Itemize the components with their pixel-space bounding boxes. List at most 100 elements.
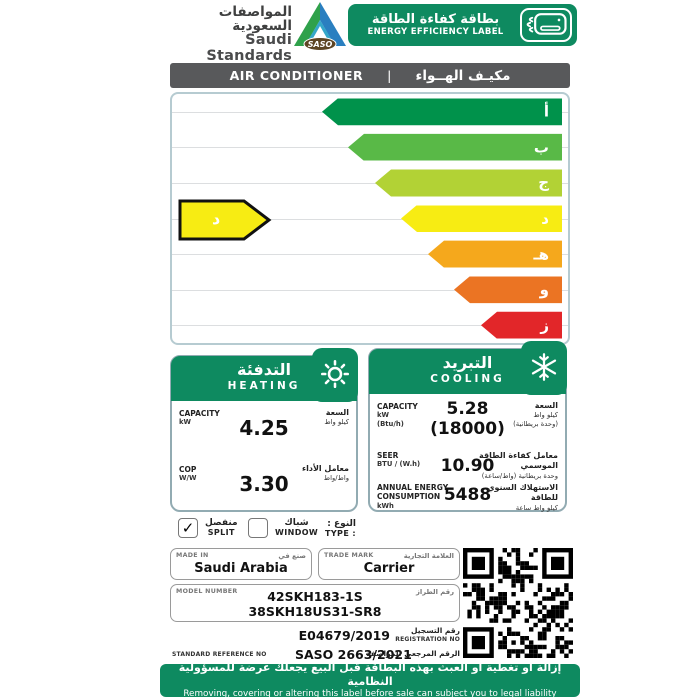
rating-letter: ب bbox=[533, 138, 549, 157]
cooling-seer-value: 10.90 bbox=[440, 456, 495, 476]
cooling-seer-label-en: SEER BTU / (W.h) bbox=[377, 451, 421, 469]
cooling-title-arabic: التبريد bbox=[442, 353, 493, 372]
banner-text: بطاقة كفاءة الطاقة ENERGY EFFICIENCY LAB… bbox=[356, 11, 515, 38]
snowflake-icon bbox=[521, 341, 567, 395]
svg-text:SASO: SASO bbox=[308, 40, 333, 49]
cooling-annual-label-en: ANNUAL ENERGY CONSUMPTION kWh bbox=[377, 483, 449, 510]
registration-label-en: REGISTRATION NO bbox=[395, 636, 460, 643]
heating-capacity-label-en: CAPACITY kW bbox=[179, 409, 220, 427]
standard-row: STANDARD REFERENCE NO SASO 2663/2021 الر… bbox=[170, 646, 460, 662]
type-option-window: شباك WINDOW bbox=[248, 518, 318, 538]
rating-letter: د bbox=[541, 209, 549, 228]
cooling-title-english: COOLING bbox=[430, 373, 505, 385]
model-label-ar: رقم الطراز bbox=[415, 588, 454, 596]
rating-row-و: و bbox=[172, 272, 568, 308]
cooling-section: التبريد COOLING CAPACITY kW (Btu/h) 5.28 bbox=[368, 341, 567, 512]
cooling-capacity-value: 5.28 bbox=[446, 399, 489, 419]
rating-gridline bbox=[172, 325, 568, 327]
rating-gridline bbox=[172, 182, 568, 184]
rating-row-أ: أ bbox=[172, 94, 568, 130]
rating-row-ب: ب bbox=[172, 130, 568, 166]
energy-label-banner: بطاقة كفاءة الطاقة ENERGY EFFICIENCY LAB… bbox=[348, 4, 577, 46]
rating-letter: ز bbox=[540, 316, 549, 335]
split-checkbox: ✓ bbox=[178, 518, 198, 538]
heating-cop-row: COP W/W 3.30 معامل الأداء واط/واط bbox=[172, 458, 356, 514]
split-labels: منفصل SPLIT bbox=[205, 517, 238, 537]
cooling-capacity-row: CAPACITY kW (Btu/h) 5.28 (18000) السعة ك… bbox=[370, 395, 565, 447]
rating-row-ز: ز bbox=[172, 307, 568, 343]
heating-title-arabic: التدفئة bbox=[237, 360, 291, 379]
type-row: ✓ منفصل SPLIT شباك WINDOW النوع : TYPE : bbox=[160, 516, 580, 543]
rating-letter: هـ bbox=[533, 245, 549, 264]
rating-row-ج: ج bbox=[172, 165, 568, 201]
rating-arrow: أ bbox=[322, 98, 562, 126]
trademark-label-en: TRADE MARK bbox=[324, 552, 374, 559]
model-value-1: 42SKH183-1S bbox=[267, 589, 363, 604]
heating-capacity-label-ar: السعة كيلو واط bbox=[324, 408, 349, 427]
made-in-box: MADE IN صنع في Saudi Arabia bbox=[170, 548, 312, 580]
type-label: النوع : TYPE : bbox=[325, 519, 356, 538]
standard-label-en: STANDARD REFERENCE NO bbox=[172, 651, 267, 658]
made-in-label-en: MADE IN bbox=[176, 552, 209, 559]
efficiency-rating-chart: أ ب ج د هـ و ز د bbox=[170, 92, 570, 345]
rating-letter: و bbox=[539, 280, 549, 299]
window-checkbox bbox=[248, 518, 268, 538]
cooling-annual-label-ar: الاستهلاك السنوي للطاقة كيلو واط ساعة bbox=[487, 483, 558, 512]
sun-icon bbox=[312, 348, 358, 402]
legal-text-arabic: إزالة أو تغطية أو العبث بهذه البطاقة قبل… bbox=[178, 661, 562, 689]
trademark-value: Carrier bbox=[363, 561, 415, 576]
selected-grade-indicator bbox=[178, 199, 272, 241]
cooling-seer-label-ar: معامل كفاءة الطاقة الموسمي وحدة بريطانية… bbox=[479, 451, 558, 480]
brand-english: Saudi Standards bbox=[206, 32, 292, 64]
product-name-arabic: مكيـف الهــواء bbox=[415, 67, 511, 84]
heating-cop-label-ar: معامل الأداء واط/واط bbox=[302, 464, 349, 483]
model-number-box: MODEL NUMBER رقم الطراز 42SKH183-1S 38SK… bbox=[170, 584, 460, 622]
trademark-label-ar: العلامة التجارية bbox=[403, 552, 454, 560]
rating-letter: أ bbox=[543, 102, 549, 121]
rating-letter: ج bbox=[538, 173, 549, 192]
banner-title-arabic: بطاقة كفاءة الطاقة bbox=[371, 11, 500, 27]
registration-value: E04679/2019 bbox=[298, 628, 390, 643]
cooling-annual-value: 5488 bbox=[443, 485, 492, 505]
rating-arrow: هـ bbox=[428, 240, 562, 268]
heating-title-english: HEATING bbox=[227, 380, 301, 392]
made-in-value: Saudi Arabia bbox=[194, 561, 288, 576]
banner-title-english: ENERGY EFFICIENCY LABEL bbox=[367, 26, 504, 37]
standard-value: SASO 2663/2021 bbox=[295, 647, 412, 662]
rating-arrow: ب bbox=[348, 133, 562, 161]
rating-row-د: د bbox=[172, 201, 568, 237]
made-in-label-ar: صنع في bbox=[278, 552, 306, 560]
energy-label: المواصفات السعودية Saudi Standards SASO … bbox=[160, 0, 580, 700]
registration-label-ar: رقم التسجيل bbox=[411, 626, 460, 635]
saso-logo: SASO bbox=[293, 1, 347, 51]
legal-footer: إزالة أو تغطية أو العبث بهذه البطاقة قبل… bbox=[160, 661, 580, 699]
rating-gridline bbox=[172, 254, 568, 256]
product-name-english: AIR CONDITIONER bbox=[229, 68, 364, 83]
trademark-box: TRADE MARK العلامة التجارية Carrier bbox=[318, 548, 460, 580]
heating-section: التدفئة HEATING CAPACITY kW 4.25 السعة bbox=[170, 348, 358, 514]
product-title-bar: AIR CONDITIONER | مكيـف الهــواء bbox=[170, 63, 570, 88]
cooling-annual-row: ANNUAL ENERGY CONSUMPTION kWh 5488 الاست… bbox=[370, 481, 565, 512]
cooling-capacity-value-btu: (18000) bbox=[430, 419, 505, 439]
cooling-capacity-label-ar: السعة كيلو واط (وحدة بريطانية) bbox=[513, 401, 558, 429]
saudi-standards-brand: المواصفات السعودية Saudi Standards bbox=[160, 5, 292, 64]
legal-text-english: Removing, covering or altering this labe… bbox=[183, 688, 557, 699]
heating-capacity-row: CAPACITY kW 4.25 السعة كيلو واط bbox=[172, 402, 356, 458]
saso-triangle-icon: SASO bbox=[294, 2, 346, 51]
type-option-split: ✓ منفصل SPLIT bbox=[178, 518, 238, 538]
rating-arrow: ز bbox=[481, 311, 562, 339]
rating-arrow: د bbox=[401, 205, 562, 233]
model-value-2: 38SKH18US31-SR8 bbox=[248, 604, 382, 619]
standard-label-ar: الرقم المرجعي للمواصفة bbox=[366, 649, 460, 658]
rating-gridline bbox=[172, 289, 568, 291]
qr-code bbox=[463, 548, 573, 658]
heating-cop-value: 3.30 bbox=[239, 472, 289, 496]
selected-grade-letter: د bbox=[212, 209, 221, 228]
rating-arrow: ج bbox=[375, 169, 562, 197]
rating-scale-rows: أ ب ج د هـ و ز bbox=[172, 94, 568, 343]
product-bar-separator: | bbox=[387, 68, 392, 83]
window-labels: شباك WINDOW bbox=[275, 517, 319, 537]
rating-arrow: و bbox=[454, 276, 562, 304]
registration-row: E04679/2019 رقم التسجيل REGISTRATION NO bbox=[170, 626, 460, 646]
rating-row-هـ: هـ bbox=[172, 236, 568, 272]
